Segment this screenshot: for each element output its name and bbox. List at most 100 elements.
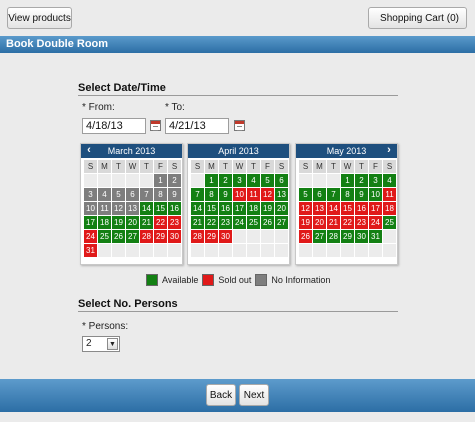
day-available[interactable]: 31 — [369, 230, 382, 243]
day-available[interactable]: 28 — [327, 230, 340, 243]
day-available[interactable]: 25 — [383, 216, 396, 229]
day-available[interactable]: 23 — [219, 216, 232, 229]
day-available[interactable]: 10 — [369, 188, 382, 201]
day-available[interactable]: 5 — [261, 174, 274, 187]
day-available[interactable]: 24 — [233, 216, 246, 229]
day-available[interactable]: 30 — [355, 230, 368, 243]
day-sold-out: 20 — [313, 216, 326, 229]
back-button[interactable]: Back — [206, 384, 236, 406]
day-available[interactable]: 25 — [247, 216, 260, 229]
shopping-cart-button[interactable]: Shopping Cart (0) — [368, 7, 467, 29]
day-sold-out: 23 — [168, 216, 181, 229]
day-available[interactable]: 14 — [140, 202, 153, 215]
view-products-button[interactable]: View products — [7, 7, 72, 29]
day-available[interactable]: 6 — [275, 174, 288, 187]
calendar-grid: S M T W T F S 1 2 3 4 5 6 7 8 9 10 11 12 13 14 15 16 17 18 19 20 21… — [296, 158, 397, 257]
weekday-header: S — [299, 160, 312, 173]
day-empty — [299, 174, 312, 187]
day-empty — [299, 244, 312, 257]
day-available[interactable]: 14 — [191, 202, 204, 215]
weekday-header: W — [341, 160, 354, 173]
from-date-input[interactable] — [82, 118, 146, 134]
footer-bar — [0, 379, 475, 412]
footer-bottom — [0, 412, 475, 422]
day-sold-out: 28 — [140, 230, 153, 243]
next-month-icon[interactable]: › — [387, 144, 391, 156]
day-available[interactable]: 20 — [275, 202, 288, 215]
day-sold-out: 12 — [261, 188, 274, 201]
day-empty — [205, 244, 218, 257]
day-available[interactable]: 7 — [191, 188, 204, 201]
day-available[interactable]: 15 — [154, 202, 167, 215]
day-empty — [313, 244, 326, 257]
day-available[interactable]: 19 — [261, 202, 274, 215]
calendar-month-label: May 2013 — [326, 146, 367, 156]
day-available[interactable]: 21 — [140, 216, 153, 229]
day-sold-out: 26 — [299, 230, 312, 243]
day-available[interactable]: 2 — [219, 174, 232, 187]
day-available[interactable]: 20 — [126, 216, 139, 229]
calendar-header: April 2013 — [188, 144, 289, 158]
weekday-header: M — [98, 160, 111, 173]
day-available[interactable]: 9 — [355, 188, 368, 201]
persons-select[interactable]: 2 ▼ — [82, 336, 120, 352]
weekday-header: S — [383, 160, 396, 173]
from-calendar-icon[interactable] — [150, 120, 161, 131]
day-available[interactable]: 26 — [261, 216, 274, 229]
to-date-input[interactable] — [165, 118, 229, 134]
day-available[interactable]: 8 — [341, 188, 354, 201]
day-available[interactable]: 5 — [299, 188, 312, 201]
legend-sold-out: Sold out — [202, 274, 251, 286]
next-button[interactable]: Next — [239, 384, 269, 406]
day-available[interactable]: 29 — [341, 230, 354, 243]
day-available[interactable]: 27 — [126, 230, 139, 243]
day-no-information: 10 — [84, 202, 97, 215]
day-sold-out: 24 — [369, 216, 382, 229]
day-available[interactable]: 18 — [247, 202, 260, 215]
day-no-information: 13 — [126, 202, 139, 215]
day-empty — [233, 230, 246, 243]
day-available[interactable]: 16 — [168, 202, 181, 215]
day-available[interactable]: 1 — [341, 174, 354, 187]
day-empty — [154, 244, 167, 257]
day-available[interactable]: 19 — [112, 216, 125, 229]
day-available[interactable]: 2 — [355, 174, 368, 187]
day-available[interactable]: 18 — [98, 216, 111, 229]
day-available[interactable]: 26 — [112, 230, 125, 243]
day-available[interactable]: 7 — [327, 188, 340, 201]
day-no-information: 2 — [168, 174, 181, 187]
day-available[interactable]: 8 — [205, 188, 218, 201]
to-calendar-icon[interactable] — [234, 120, 245, 131]
day-available[interactable]: 16 — [219, 202, 232, 215]
day-available[interactable]: 15 — [205, 202, 218, 215]
weekday-header: T — [219, 160, 232, 173]
day-available[interactable]: 6 — [313, 188, 326, 201]
day-available[interactable]: 21 — [191, 216, 204, 229]
day-available[interactable]: 27 — [313, 230, 326, 243]
day-sold-out: 11 — [247, 188, 260, 201]
weekday-header: W — [233, 160, 246, 173]
day-available[interactable]: 1 — [205, 174, 218, 187]
prev-month-icon[interactable]: ‹ — [87, 144, 91, 156]
day-available[interactable]: 17 — [233, 202, 246, 215]
day-sold-out: 28 — [191, 230, 204, 243]
day-no-information: 7 — [140, 188, 153, 201]
day-no-information: 3 — [84, 188, 97, 201]
day-sold-out: 16 — [355, 202, 368, 215]
weekday-header: W — [126, 160, 139, 173]
day-available[interactable]: 17 — [84, 216, 97, 229]
day-available[interactable]: 3 — [369, 174, 382, 187]
day-available[interactable]: 22 — [205, 216, 218, 229]
day-available[interactable]: 25 — [98, 230, 111, 243]
day-available[interactable]: 4 — [247, 174, 260, 187]
day-empty — [313, 174, 326, 187]
weekday-header: S — [168, 160, 181, 173]
day-empty — [126, 174, 139, 187]
day-available[interactable]: 4 — [383, 174, 396, 187]
chevron-down-icon[interactable]: ▼ — [107, 338, 118, 350]
day-available[interactable]: 13 — [275, 188, 288, 201]
day-no-information: 11 — [98, 202, 111, 215]
day-available[interactable]: 27 — [275, 216, 288, 229]
day-available[interactable]: 9 — [219, 188, 232, 201]
day-available[interactable]: 3 — [233, 174, 246, 187]
